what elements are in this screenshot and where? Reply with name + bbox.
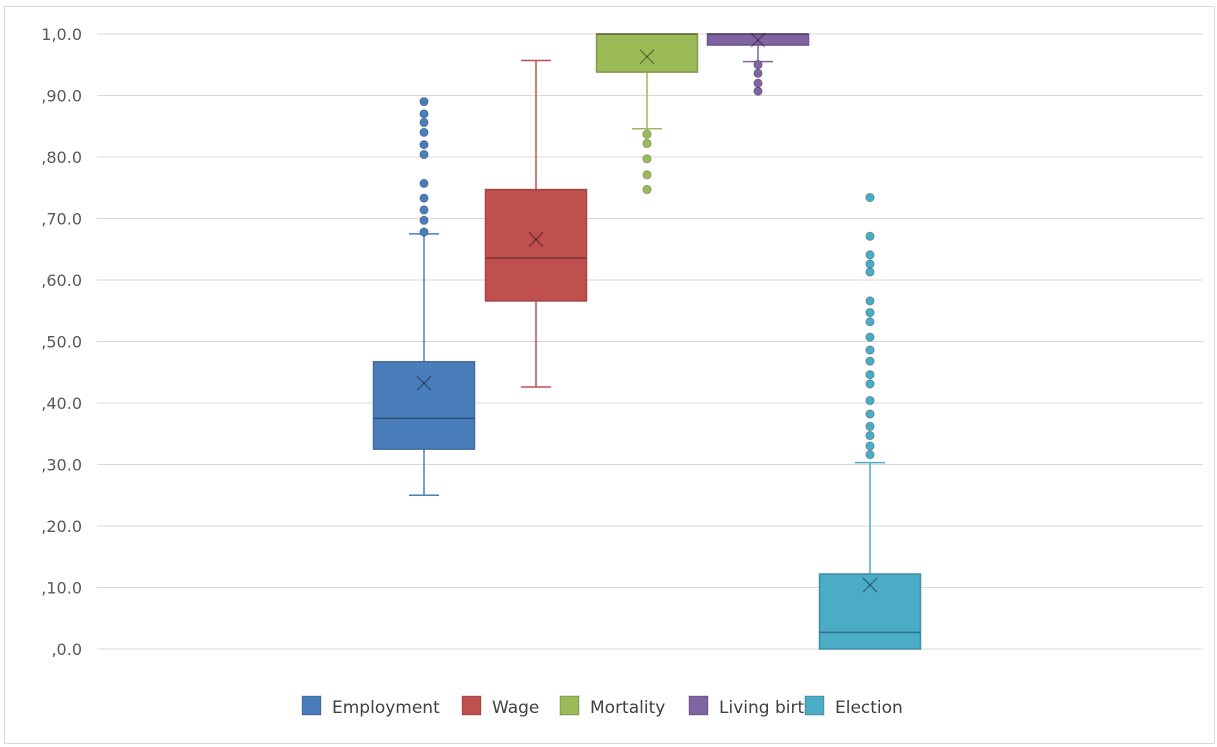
election-mean-marker bbox=[862, 577, 878, 593]
employment-outlier bbox=[419, 96, 429, 107]
living-birth-outlier bbox=[753, 78, 763, 88]
mortality-outlier bbox=[642, 154, 652, 164]
y-tick-label: ,80.0 bbox=[41, 148, 82, 167]
election-outlier bbox=[865, 307, 875, 318]
wage-box-fill bbox=[486, 190, 586, 300]
election-outlier bbox=[865, 267, 875, 277]
y-tick-label: ,30.0 bbox=[41, 456, 82, 475]
wage-mean-marker bbox=[528, 231, 544, 247]
y-tick-label: ,90.0 bbox=[41, 87, 82, 106]
employment-outlier bbox=[419, 109, 429, 119]
mortality-outlier bbox=[642, 170, 652, 180]
election-outlier bbox=[865, 370, 875, 380]
mortality-mean-marker bbox=[639, 49, 655, 65]
employment-outlier bbox=[419, 178, 429, 189]
employment-outlier bbox=[419, 117, 429, 128]
election-outlier bbox=[865, 317, 875, 327]
y-tick-label: ,50.0 bbox=[41, 333, 82, 352]
employment-outlier bbox=[419, 205, 429, 215]
legend-label-living-birth: Living birth bbox=[719, 698, 815, 718]
living-birth-outlier bbox=[753, 68, 763, 79]
employment-outlier bbox=[419, 227, 429, 237]
living-birth-mean-marker bbox=[750, 32, 766, 48]
chart-area bbox=[4, 6, 1215, 744]
y-tick-label: ,60.0 bbox=[41, 271, 82, 290]
employment-outlier bbox=[419, 149, 429, 160]
living-birth-box-fill bbox=[708, 35, 808, 45]
election-outlier bbox=[865, 395, 875, 406]
legend-swatch-election bbox=[804, 695, 825, 716]
y-tick-label: ,20.0 bbox=[41, 517, 82, 536]
living-birth-mean-marker bbox=[750, 32, 766, 48]
legend-label-wage: Wage bbox=[492, 698, 539, 718]
election-outlier bbox=[865, 421, 875, 432]
mortality-mean-marker bbox=[639, 49, 655, 65]
employment-box-fill bbox=[374, 362, 474, 449]
legend-label-election: Election bbox=[835, 698, 903, 718]
mortality-outlier bbox=[642, 184, 652, 195]
y-tick-label: ,40.0 bbox=[41, 394, 82, 413]
election-mean-marker bbox=[862, 577, 878, 593]
legend-swatch-mortality bbox=[559, 695, 580, 716]
mortality-outlier bbox=[642, 129, 652, 139]
legend-swatch-wage bbox=[461, 695, 482, 716]
election-outlier bbox=[865, 449, 875, 460]
y-tick-label: ,0.0 bbox=[51, 640, 82, 659]
election-outlier bbox=[865, 332, 875, 342]
mortality-box-fill bbox=[597, 35, 697, 72]
election-outlier bbox=[865, 356, 875, 366]
election-box-fill bbox=[820, 574, 920, 648]
employment-mean-marker bbox=[416, 375, 432, 391]
election-outlier bbox=[865, 250, 875, 260]
election-outlier bbox=[865, 231, 875, 242]
y-tick-label: ,10.0 bbox=[41, 579, 82, 598]
election-outlier bbox=[865, 430, 875, 441]
legend-swatch-living-birth bbox=[688, 695, 709, 716]
employment-mean-marker bbox=[416, 375, 432, 391]
y-tick-label: 1,0.0 bbox=[41, 25, 82, 44]
election-outlier bbox=[865, 259, 875, 269]
y-tick-label: ,70.0 bbox=[41, 210, 82, 229]
election-outlier bbox=[865, 192, 875, 203]
legend-swatch-employment bbox=[301, 695, 322, 716]
living-birth-outlier bbox=[753, 60, 763, 70]
wage-mean-marker bbox=[528, 231, 544, 247]
legend-label-employment: Employment bbox=[332, 698, 440, 718]
legend-label-mortality: Mortality bbox=[590, 698, 665, 718]
election-outlier bbox=[865, 296, 875, 306]
employment-outlier bbox=[419, 140, 429, 150]
mortality-outlier bbox=[642, 138, 652, 149]
employment-outlier bbox=[419, 215, 429, 226]
election-outlier bbox=[865, 379, 875, 389]
election-outlier bbox=[865, 441, 875, 451]
election-outlier bbox=[865, 409, 875, 419]
election-outlier bbox=[865, 345, 875, 355]
living-birth-outlier bbox=[753, 86, 763, 96]
employment-outlier bbox=[419, 193, 429, 203]
employment-outlier bbox=[419, 127, 429, 138]
